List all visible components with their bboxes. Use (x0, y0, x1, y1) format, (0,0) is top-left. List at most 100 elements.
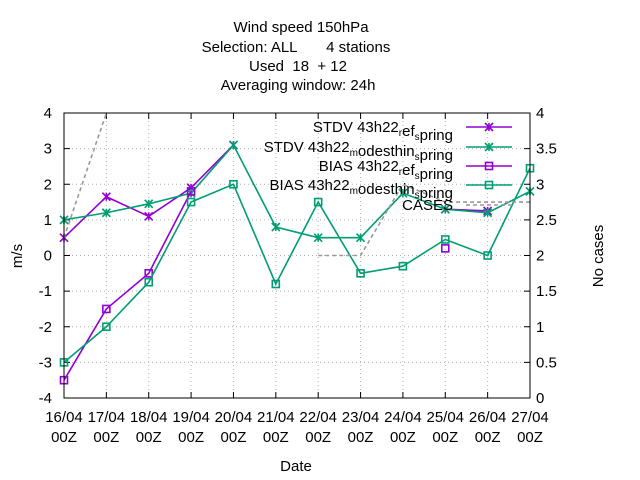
data-point (313, 233, 323, 243)
x-tick-label-date: 18/04 (130, 409, 168, 426)
y2-tick-label: 4 (536, 105, 544, 122)
legend-label-part: ef (402, 123, 415, 140)
plot-frame (63, 112, 531, 399)
legend-label-part: pring (420, 185, 453, 202)
legend-label-part: BIAS 43h22 (270, 177, 350, 194)
series-layer (59, 112, 535, 385)
title-line-3: Used 18 + 12 (249, 58, 347, 75)
legend-label: STDV 43h22modesthinspring (264, 139, 453, 164)
x-tick-label-time: 00Z (136, 429, 162, 446)
x-tick-label-date: 16/04 (45, 409, 83, 426)
legend-label: BIAS 43h22modesthinspring (270, 177, 453, 202)
legend-label-part: m (350, 148, 358, 159)
y2-tick-label: 2.5 (536, 212, 557, 229)
y2-tick-label: 0 (536, 390, 544, 407)
data-point (144, 199, 154, 209)
data-point (440, 244, 450, 253)
x-tick-label-time: 00Z (348, 429, 374, 446)
legend-label-part: s (415, 171, 420, 182)
y2-tick-label: 3 (536, 176, 544, 193)
x-tick-label-time: 00Z (305, 429, 331, 446)
series-1 (59, 140, 535, 243)
legend-label-part: r (399, 128, 403, 139)
legend-label-part: odesthin (358, 143, 415, 160)
data-point (271, 222, 281, 232)
legend-marker (484, 142, 494, 152)
y-tick-label: 0 (44, 248, 52, 265)
data-point (102, 322, 111, 332)
x-tick-label-date: 22/04 (299, 409, 337, 426)
series-3 (59, 163, 535, 367)
y2-tick-label: 3.5 (536, 141, 557, 158)
y-tick-label: 1 (44, 212, 52, 229)
legend-label-part: CASES (402, 197, 453, 214)
x-tick-label-date: 27/04 (511, 409, 549, 426)
x-tick-label-time: 00Z (51, 429, 77, 446)
x-tick-label-time: 00Z (517, 429, 543, 446)
x-tick-label-time: 00Z (432, 429, 458, 446)
x-tick-label-date: 17/04 (88, 409, 126, 426)
y-tick-label: -2 (39, 319, 52, 336)
data-point (483, 208, 493, 218)
series-2 (59, 187, 450, 385)
x-tick-label-date: 23/04 (342, 409, 380, 426)
legend-label-part: pring (420, 166, 453, 183)
grid (64, 113, 530, 398)
legend-label: BIAS 43h22refspring (319, 158, 453, 183)
x-tick-label-time: 00Z (263, 429, 289, 446)
series-line (63, 167, 531, 363)
series-line (318, 183, 530, 257)
legend-label: CASES (402, 197, 453, 214)
x-tick-label-time: 00Z (475, 429, 501, 446)
legend-label-part: m (350, 186, 358, 197)
series-line (63, 143, 531, 239)
title-line-2: Selection: ALL 4 stations (202, 39, 391, 56)
y2-tick-label: 2 (536, 248, 544, 265)
y2-tick-label: 0.5 (536, 354, 557, 371)
title-line-4: Averaging window: 24h (221, 77, 376, 94)
y2-axis-label: No cases (590, 225, 607, 288)
data-point (101, 208, 111, 218)
legend-label-part: odesthin (358, 181, 415, 198)
data-point (440, 204, 450, 214)
data-point (144, 269, 154, 278)
y2-tick-label: 1.5 (536, 283, 557, 300)
y-tick-label: -3 (39, 354, 52, 371)
data-point (356, 269, 365, 278)
x-tick-label-date: 24/04 (384, 409, 422, 426)
data-point (186, 197, 196, 207)
data-point (398, 188, 408, 198)
data-point (355, 233, 366, 243)
data-point (186, 187, 196, 196)
legend-label-part: STDV 43h22 (313, 119, 399, 136)
data-point (440, 235, 450, 244)
legend-label-part: s (415, 152, 420, 163)
x-tick-label-date: 25/04 (426, 409, 464, 426)
data-point (228, 140, 239, 150)
y2-axis-ticks: 0 0.5 1 1.5 2 2.5 3 3.5 4 (524, 105, 557, 407)
data-point (144, 211, 154, 221)
legend-label-part: BIAS 43h22 (319, 158, 399, 175)
legend-label-part: s (415, 132, 420, 143)
title-line-1: Wind speed 150hPa (233, 19, 369, 36)
legend-label-part: STDV 43h22 (264, 139, 350, 156)
y-axis-label: m/s (9, 244, 26, 268)
x-tick-label-date: 26/04 (469, 409, 507, 426)
series-4 (63, 112, 530, 257)
legend-label-part: pring (420, 127, 453, 144)
x-axis-ticks: 16/04 00Z 17/04 00Z 18/04 00Z 19/04 00Z 20/04 00Z… (45, 113, 549, 446)
legend-label-part: ef (402, 162, 415, 179)
chart-title: Wind speed 150hPa Selection: ALL 4 stati… (202, 19, 391, 94)
x-tick-label-date: 19/04 (172, 409, 210, 426)
legend-label-part: s (415, 190, 420, 201)
data-point (101, 192, 111, 202)
data-point (398, 261, 408, 271)
data-point (144, 277, 154, 287)
legend-label: STDV 43h22refspring (313, 119, 453, 144)
y-tick-label: 2 (44, 176, 52, 193)
legend-label-part: r (399, 167, 403, 178)
x-tick-label-time: 00Z (221, 429, 247, 446)
data-point (229, 179, 238, 189)
